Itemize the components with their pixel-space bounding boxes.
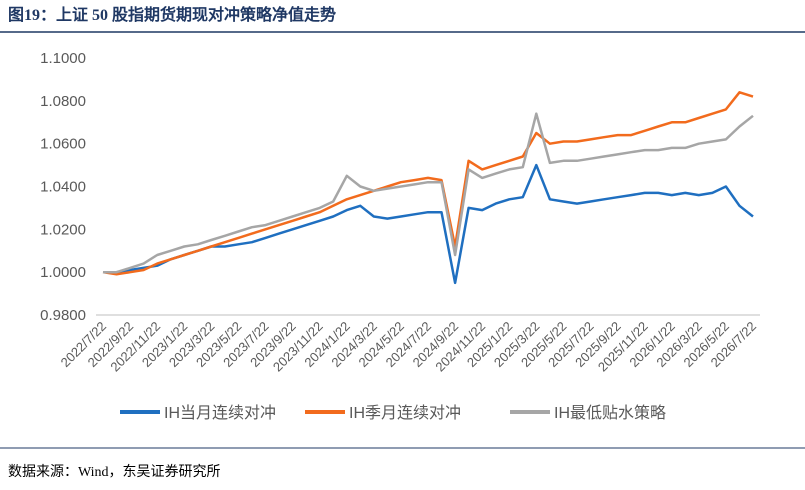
y-tick-label: 1.1000 — [40, 50, 86, 67]
y-tick-label: 1.0800 — [40, 93, 86, 110]
y-tick-label: 1.0200 — [40, 221, 86, 238]
legend-label: IH季月连续对冲 — [349, 404, 461, 422]
y-tick-label: 1.0400 — [40, 179, 86, 196]
y-tick-label: 0.9800 — [40, 307, 86, 324]
legend-label: IH最低贴水策略 — [554, 404, 666, 422]
y-tick-label: 1.0000 — [40, 264, 86, 281]
series-line — [103, 112, 754, 274]
source: 数据来源：Wind，东吴证券研究所 — [8, 464, 221, 480]
series-line — [102, 91, 754, 276]
chart-title: 图19：上证 50 股指期货期现对冲策略净值走势 — [8, 5, 336, 24]
y-tick-label: 1.0600 — [40, 136, 86, 153]
legend-label: IH当月连续对冲 — [164, 404, 276, 422]
